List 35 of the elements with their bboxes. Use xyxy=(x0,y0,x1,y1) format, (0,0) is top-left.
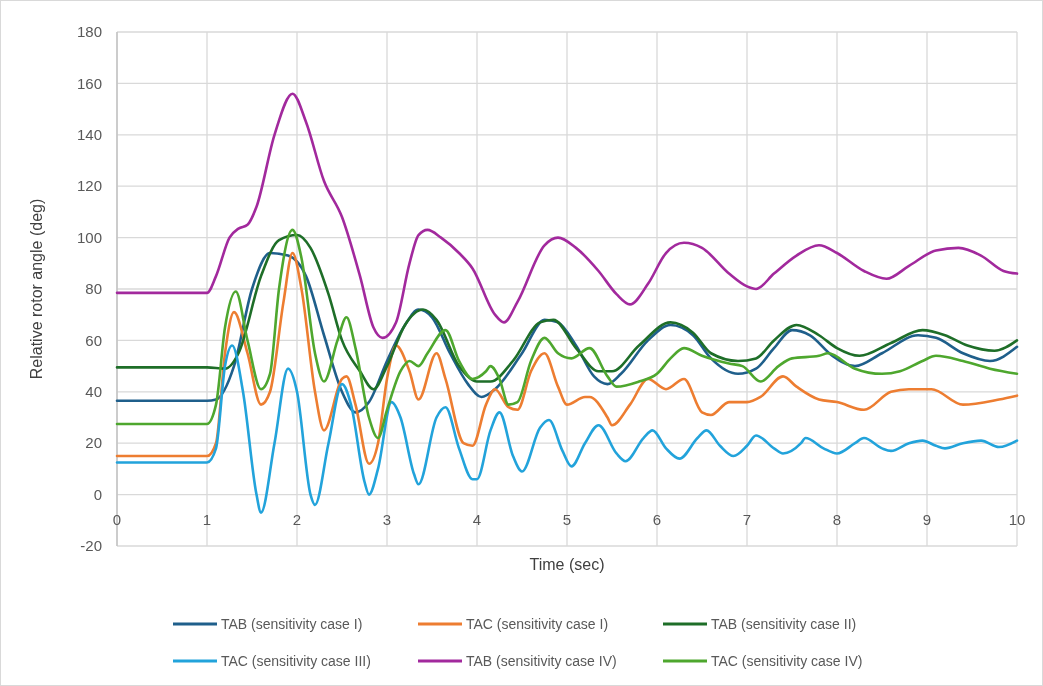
y-tick-label: 120 xyxy=(76,177,102,195)
legend-label: TAB (sensitivity case IV) xyxy=(466,652,617,669)
legend-label: TAB (sensitivity case I) xyxy=(221,615,363,632)
x-tick-label: 2 xyxy=(292,510,302,528)
y-tick-label: 0 xyxy=(93,485,102,503)
x-tick-label: 3 xyxy=(382,510,392,528)
legend-label: TAB (sensitivity case II) xyxy=(711,615,857,632)
x-axis-title: Time (sec) xyxy=(529,556,605,573)
x-tick-label: 6 xyxy=(652,510,662,528)
y-tick-label: 160 xyxy=(76,74,102,92)
y-tick-label: 100 xyxy=(76,228,102,246)
y-tick-label: -20 xyxy=(80,537,102,555)
line-series xyxy=(115,344,1019,514)
x-tick-label: 4 xyxy=(472,510,482,528)
x-tick-label: 5 xyxy=(562,510,572,528)
x-tick-label: 10 xyxy=(1008,510,1026,528)
x-tick-label: 0 xyxy=(112,510,122,528)
legend-label: TAC (sensitivity case I) xyxy=(466,615,609,632)
y-tick-label: 20 xyxy=(85,434,102,452)
y-tick-label: 40 xyxy=(85,383,102,401)
y-axis-title: Relative rotor angle (deg) xyxy=(28,198,45,380)
line-series xyxy=(115,251,1019,466)
x-tick-label: 8 xyxy=(832,510,842,528)
y-tick-label: 180 xyxy=(76,23,102,41)
x-tick-label: 7 xyxy=(742,510,752,528)
legend-label: TAC (sensitivity case III) xyxy=(221,652,371,669)
y-tick-label: 80 xyxy=(85,280,102,298)
y-tick-label: 140 xyxy=(76,126,102,144)
y-tick-label: 60 xyxy=(85,331,102,349)
line-series xyxy=(115,228,1019,440)
legend-label: TAC (sensitivity case IV) xyxy=(711,652,863,669)
line-series xyxy=(115,233,1019,391)
line-series xyxy=(115,92,1019,340)
x-tick-label: 1 xyxy=(202,510,212,528)
x-tick-label: 9 xyxy=(922,510,932,528)
